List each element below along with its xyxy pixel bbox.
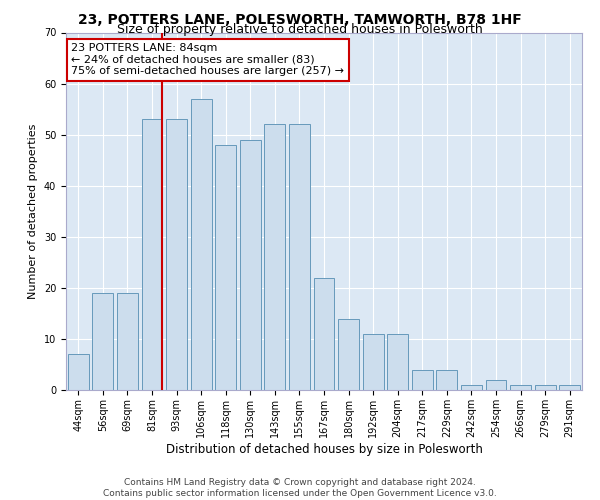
Text: 23 POTTERS LANE: 84sqm
← 24% of detached houses are smaller (83)
75% of semi-det: 23 POTTERS LANE: 84sqm ← 24% of detached… [71,43,344,76]
Y-axis label: Number of detached properties: Number of detached properties [28,124,38,299]
Bar [338,318,359,390]
Bar [166,120,187,390]
Bar [191,99,212,390]
Bar [142,120,163,390]
Bar [535,385,556,390]
Bar [215,145,236,390]
Bar [117,293,138,390]
Bar [510,385,531,390]
X-axis label: Distribution of detached houses by size in Polesworth: Distribution of detached houses by size … [166,442,482,456]
Bar [387,334,408,390]
Text: 23, POTTERS LANE, POLESWORTH, TAMWORTH, B78 1HF: 23, POTTERS LANE, POLESWORTH, TAMWORTH, … [78,12,522,26]
Bar [265,124,286,390]
Bar [68,354,89,390]
Bar [314,278,334,390]
Bar [362,334,383,390]
Text: Size of property relative to detached houses in Polesworth: Size of property relative to detached ho… [117,22,483,36]
Bar [485,380,506,390]
Bar [436,370,457,390]
Bar [92,293,113,390]
Bar [461,385,482,390]
Bar [559,385,580,390]
Bar [289,124,310,390]
Text: Contains HM Land Registry data © Crown copyright and database right 2024.
Contai: Contains HM Land Registry data © Crown c… [103,478,497,498]
Bar [240,140,261,390]
Bar [412,370,433,390]
